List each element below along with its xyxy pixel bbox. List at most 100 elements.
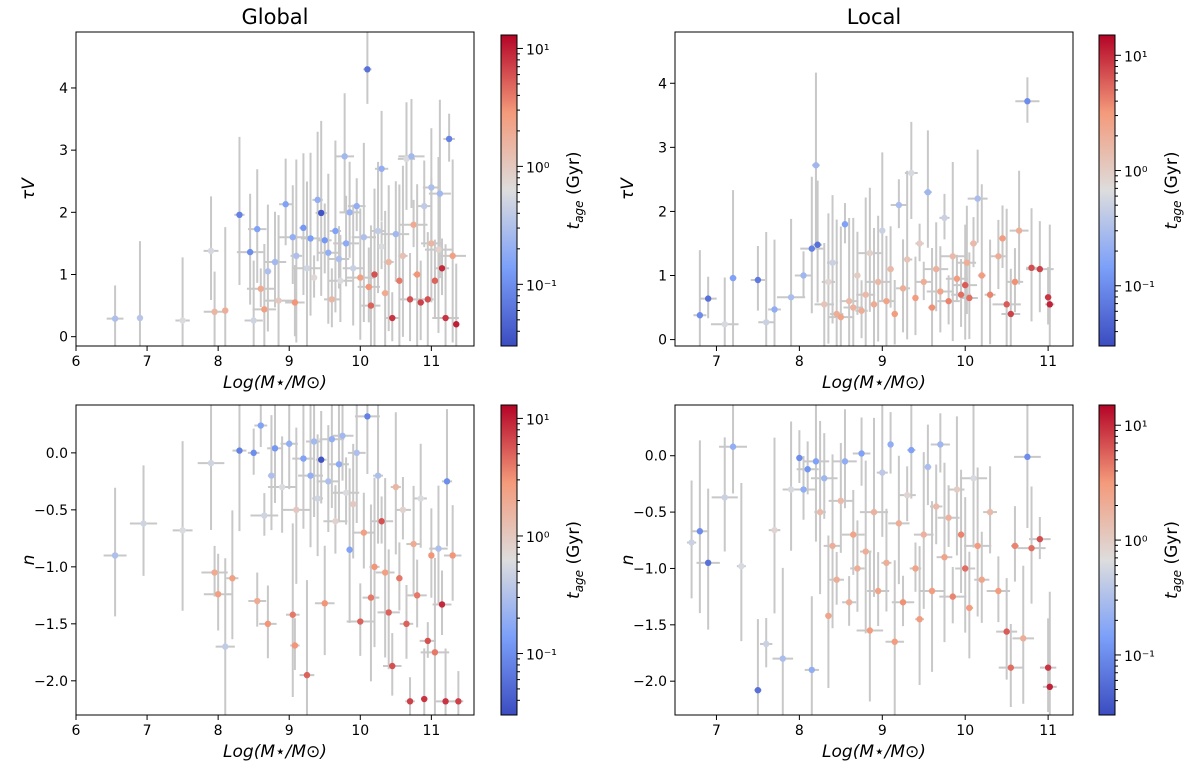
data-point bbox=[275, 297, 282, 304]
data-point bbox=[250, 317, 257, 324]
y-tick-label: 4 bbox=[59, 81, 68, 97]
data-point bbox=[945, 297, 952, 305]
data-point bbox=[845, 297, 853, 305]
data-point bbox=[442, 698, 449, 705]
data-point bbox=[325, 478, 332, 485]
data-point bbox=[953, 275, 961, 282]
y-axis-label: n bbox=[19, 555, 39, 566]
data-point bbox=[408, 153, 415, 160]
y-tick-label: −0.5 bbox=[633, 505, 667, 521]
data-point bbox=[449, 552, 456, 559]
data-point bbox=[392, 230, 400, 238]
colorbar-label: tage (Gyr) bbox=[564, 152, 586, 230]
data-point bbox=[1036, 265, 1044, 273]
data-point bbox=[754, 276, 762, 284]
data-point bbox=[378, 518, 385, 525]
data-point bbox=[796, 454, 803, 462]
data-point bbox=[903, 491, 911, 499]
y-tick-label: 4 bbox=[658, 76, 667, 92]
data-point bbox=[891, 638, 898, 645]
data-point bbox=[399, 252, 407, 260]
y-tick-label: −1.5 bbox=[633, 618, 667, 634]
data-point bbox=[317, 209, 325, 217]
x-tick-label: 7 bbox=[712, 723, 721, 739]
x-tick-label: 9 bbox=[878, 723, 887, 739]
x-tick-label: 8 bbox=[214, 723, 223, 739]
data-point bbox=[286, 440, 293, 447]
data-point bbox=[337, 277, 344, 284]
data-point bbox=[303, 265, 311, 272]
data-point bbox=[371, 271, 378, 278]
data-point bbox=[310, 274, 318, 281]
data-point bbox=[317, 456, 325, 463]
data-point bbox=[887, 265, 894, 273]
data-point bbox=[449, 252, 456, 260]
data-point bbox=[211, 569, 218, 576]
data-point bbox=[800, 272, 807, 279]
data-point bbox=[808, 666, 816, 674]
data-point bbox=[268, 472, 275, 479]
data-point bbox=[1011, 278, 1019, 286]
data-point bbox=[310, 438, 318, 445]
data-point bbox=[688, 539, 695, 546]
data-point bbox=[1028, 264, 1035, 272]
data-point bbox=[870, 301, 878, 308]
data-point bbox=[850, 304, 857, 311]
data-point bbox=[438, 265, 446, 272]
data-point bbox=[428, 240, 435, 247]
data-point bbox=[887, 441, 894, 448]
colorbar-tick-label: 10¹ bbox=[1124, 49, 1147, 65]
data-point bbox=[763, 319, 770, 326]
data-point bbox=[854, 272, 861, 279]
colorbar-tick-label: 10⁰ bbox=[1124, 165, 1148, 181]
data-point bbox=[932, 503, 940, 510]
data-point bbox=[357, 618, 364, 625]
data-point bbox=[417, 495, 424, 502]
data-point bbox=[332, 227, 339, 235]
x-tick-label: 10 bbox=[956, 354, 974, 370]
data-point bbox=[986, 291, 994, 298]
data-point bbox=[410, 221, 417, 228]
data-point bbox=[381, 289, 389, 297]
colorbar-tick-label: 10¹ bbox=[1124, 419, 1147, 435]
data-point bbox=[435, 246, 442, 253]
data-point bbox=[445, 135, 453, 143]
colorbar-tick-label: 10⁻¹ bbox=[526, 648, 557, 664]
data-point bbox=[866, 627, 874, 634]
colorbar-label: tage (Gyr) bbox=[1162, 152, 1184, 230]
data-point bbox=[721, 494, 728, 501]
data-point bbox=[314, 495, 321, 502]
colorbar: 10⁻¹ 10⁰ 10¹ tage (Gyr) bbox=[500, 404, 586, 716]
data-point bbox=[908, 446, 915, 454]
data-point bbox=[364, 66, 371, 73]
data-point bbox=[970, 240, 977, 247]
data-point bbox=[899, 285, 907, 292]
y-tick-label: −1.0 bbox=[633, 561, 667, 577]
data-point bbox=[222, 307, 229, 314]
data-point bbox=[821, 475, 828, 482]
data-point bbox=[392, 483, 400, 491]
x-tick-label: 11 bbox=[422, 723, 440, 739]
data-point bbox=[371, 563, 378, 571]
data-point bbox=[800, 486, 807, 493]
data-point bbox=[207, 247, 215, 255]
data-point bbox=[754, 687, 762, 694]
data-point bbox=[978, 576, 985, 583]
data-point bbox=[1007, 310, 1015, 318]
data-point bbox=[696, 528, 704, 535]
data-point bbox=[924, 463, 932, 471]
data-point bbox=[307, 472, 314, 479]
data-point bbox=[974, 195, 981, 202]
data-point bbox=[303, 671, 311, 679]
data-point bbox=[1024, 98, 1031, 105]
data-point bbox=[442, 314, 449, 322]
y-tick-label: 0 bbox=[658, 333, 667, 349]
data-point bbox=[812, 162, 820, 169]
data-point bbox=[941, 214, 948, 222]
data-point bbox=[403, 155, 410, 163]
colorbar-tick-label: 10⁻¹ bbox=[526, 278, 557, 294]
data-point bbox=[406, 698, 414, 705]
y-tick-label: 0.0 bbox=[645, 449, 667, 465]
data-point bbox=[1007, 664, 1015, 671]
data-point bbox=[435, 545, 442, 552]
